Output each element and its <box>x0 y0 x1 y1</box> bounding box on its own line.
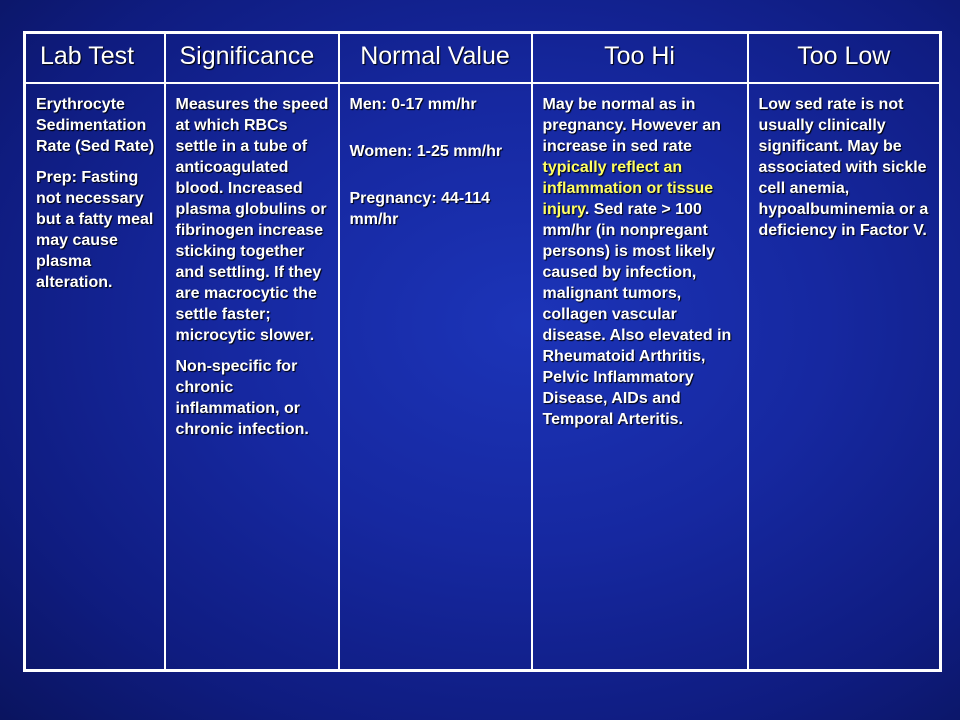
too-hi-part-1: May be normal as in pregnancy. However a… <box>542 95 721 155</box>
significance-paragraph-1: Measures the speed at which RBCs settle … <box>175 95 329 344</box>
too-hi-text: May be normal as in pregnancy. However a… <box>543 94 741 430</box>
too-low-text: Low sed rate is not usually clinically s… <box>758 95 929 239</box>
header-normal-value: Normal Value <box>337 31 533 84</box>
header-too-low: Too Low <box>746 31 942 84</box>
lab-test-prep: Prep: Fasting not necessary but a fatty … <box>36 168 154 291</box>
too-hi-part-2: . Sed rate > 100 mm/hr (in nonpregant pe… <box>542 200 732 428</box>
significance-paragraph-2: Non-specific for chronic inflammation, o… <box>175 357 309 438</box>
cell-significance: Measures the speed at which RBCs settle … <box>163 81 340 672</box>
too-hi-highlight: typically reflect an inflammation or tis… <box>542 158 714 218</box>
lab-test-table: Lab Test Significance Normal Value Too H… <box>23 31 942 672</box>
header-lab-test: Lab Test <box>23 31 166 84</box>
header-too-hi: Too Hi <box>530 31 749 84</box>
normal-value-pregnancy: Pregnancy: 44-114 mm/hr <box>349 189 491 228</box>
normal-value-women: Women: 1-25 mm/hr <box>349 142 503 160</box>
normal-value-men: Men: 0-17 mm/hr <box>349 95 477 113</box>
cell-too-hi: May be normal as in pregnancy. However a… <box>530 81 749 672</box>
header-significance: Significance <box>163 31 340 84</box>
cell-too-low: Low sed rate is not usually clinically s… <box>746 81 942 672</box>
cell-normal-value: Men: 0-17 mm/hr Women: 1-25 mm/hr Pregna… <box>337 81 533 672</box>
table-row: Erythrocyte Sedimentation Rate (Sed Rate… <box>23 81 942 672</box>
cell-lab-test: Erythrocyte Sedimentation Rate (Sed Rate… <box>23 81 166 672</box>
header-row: Lab Test Significance Normal Value Too H… <box>23 31 942 84</box>
lab-test-name: Erythrocyte Sedimentation Rate (Sed Rate… <box>36 95 155 155</box>
